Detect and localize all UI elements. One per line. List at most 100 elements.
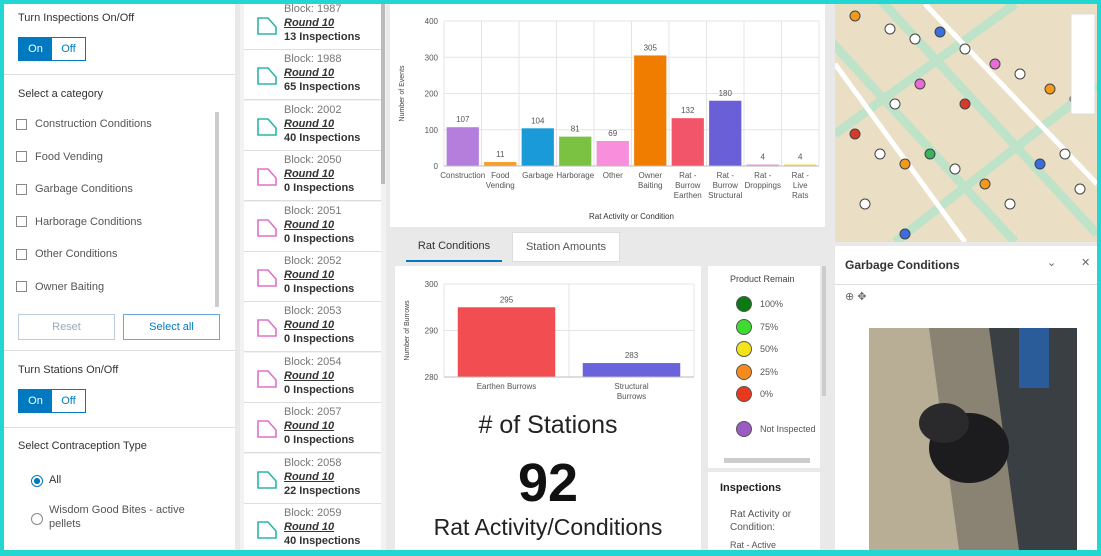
radio[interactable] [31,513,43,525]
toggle-off[interactable]: Off [52,390,85,412]
block-round: Round 10 [284,168,334,180]
toggle[interactable]: On Off [18,389,86,413]
block-round: Round 10 [284,67,334,79]
reset-button[interactable]: Reset [18,314,115,340]
block-icon [256,117,278,137]
divider [835,284,1097,285]
checkbox-option[interactable]: Owner Baiting [16,281,104,293]
legend-item: 25% [736,364,816,380]
toggle[interactable]: On Off [18,37,86,61]
block-inspections: 40 Inspections [284,132,360,144]
checkbox-option[interactable]: Food Vending [16,151,103,163]
bar [634,55,666,166]
checkbox-label[interactable]: Construction Conditions [35,118,152,130]
value-label: 81 [571,125,580,134]
checkbox-label[interactable]: Other Conditions [35,248,118,260]
legend-item: 0% [736,386,816,402]
block-inspections: 0 Inspections [284,283,354,295]
checkbox-option[interactable]: Construction Conditions [16,118,152,130]
block-round: Round 10 [284,521,334,533]
block-inspections: 22 Inspections [284,485,360,497]
checkbox[interactable] [16,151,27,162]
block-icon [256,16,278,36]
inspections-panel: Inspections Rat Activity or Condition: R… [708,472,820,550]
block-icon [256,520,278,540]
block-icon [256,419,278,439]
panel-title: Select Contraception Type [18,440,147,452]
checkbox[interactable] [16,216,27,227]
block-round: Round 10 [284,370,334,382]
legend-panel: Product Remain 100%75%50%25%0%Not Inspec… [708,266,820,468]
checkbox[interactable] [16,119,27,130]
bar [559,137,591,166]
block-name: Block: 2057 [284,406,341,418]
x-tick-label: Structural Burrows [563,382,700,402]
panel-title: Garbage Conditions [845,258,960,272]
radio[interactable] [31,475,43,487]
tab[interactable]: Rat Conditions [406,232,502,262]
divider [4,427,235,428]
block-icon [256,66,278,86]
bar [458,307,556,377]
checkbox[interactable] [16,249,27,260]
close-button[interactable]: ✕ [1081,256,1090,269]
collapse-button[interactable]: ⌄ [1047,256,1056,269]
select-all-button[interactable]: Select all [123,314,220,340]
block-round: Round 10 [284,420,334,432]
checkbox-option[interactable]: Harborage Conditions [16,216,142,228]
checkbox-option[interactable]: Garbage Conditions [16,183,133,195]
value-label: 4 [761,153,766,162]
zoom-button[interactable]: ⊕ ✥ [845,290,867,303]
radio-label[interactable]: Wisdom Good Bites - active pellets [49,503,209,531]
block-rows: Block: 1987Round 1013 InspectionsBlock: … [244,0,381,556]
checkbox-option[interactable]: Other Conditions [16,248,118,260]
photo[interactable] [869,328,1077,550]
detail-panel: Garbage Conditions ⌄ ✕ ⊕ ✥ [835,246,1097,550]
legend-label: 100% [760,299,816,309]
block-icon [256,318,278,338]
field-label: Rat Activity or Condition: [730,508,810,534]
legend-item: 50% [736,341,816,357]
legend-label: 75% [760,322,816,332]
map[interactable] [835,4,1097,242]
block-icon-shape [258,371,276,387]
toggle-on[interactable]: On [19,390,52,412]
checkbox[interactable] [16,184,27,195]
checkbox-label[interactable]: Food Vending [35,151,103,163]
block-icon-shape [258,18,276,34]
checkbox[interactable] [16,281,27,292]
tab[interactable]: Station Amounts [512,232,620,262]
block-icon-shape [258,320,276,336]
block-icon-shape [258,220,276,236]
legend-swatch [736,386,752,402]
value-label: 180 [719,89,733,98]
checkbox-label[interactable]: Owner Baiting [35,281,104,293]
block-icon-shape [258,270,276,286]
block-round: Round 10 [284,319,334,331]
map-toolbar[interactable] [1071,14,1095,114]
toggle-on[interactable]: On [19,38,52,60]
block-icon-shape [258,169,276,185]
radio-label[interactable]: All [49,474,61,486]
block-icon [256,369,278,389]
panel-title: Turn Stations On/Off [18,364,118,376]
scrollbar [822,266,826,396]
toggle-off[interactable]: Off [52,38,85,60]
block-name: Block: 2054 [284,356,341,368]
checkbox-label[interactable]: Harborage Conditions [35,216,142,228]
scrollbar [381,4,385,184]
indicator-value: 92 [395,452,701,514]
checkbox-label[interactable]: Garbage Conditions [35,183,133,195]
